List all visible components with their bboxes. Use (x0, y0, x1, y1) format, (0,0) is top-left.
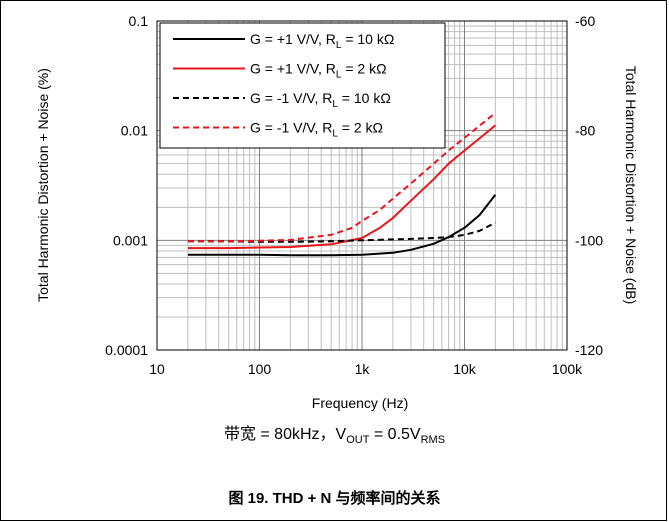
series-line-2 (187, 124, 497, 250)
legend-entry-4: G = -1 V/V, RL = 2 kΩ (250, 120, 383, 140)
y-tick-label-right: -60 (575, 13, 595, 29)
thd-noise-chart: G = +1 V/V, RL = 10 kΩ G = +1 V/V, RL = 2… (35, 13, 639, 411)
chart-caption: 带宽 = 80kHz，VOUT = 0.5VRMS (0, 420, 669, 446)
caption-mid: = 0.5V (369, 426, 421, 443)
x-axis-label: Frequency (Hz) (312, 395, 408, 411)
plot-area-border (156, 20, 568, 351)
legend-entry-3: G = -1 V/V, RL = 10 kΩ (250, 90, 391, 110)
y-axis-label-left: Total Harmonic Distortion + Noise (%) (35, 68, 51, 302)
series-group (187, 112, 497, 257)
x-tick-label: 10 (149, 361, 165, 377)
x-tick-label: 100k (552, 361, 583, 377)
y-tick-label-right: -80 (575, 123, 595, 139)
plot-border (156, 20, 568, 351)
legend: G = +1 V/V, RL = 10 kΩ G = +1 V/V, RL = 2… (159, 22, 446, 149)
x-tick-label: 10k (453, 361, 477, 377)
y-tick-label-left: 0.1 (129, 13, 149, 29)
y-axis-label-right: Total Harmonic Distortion + Noise (dB) (623, 66, 639, 304)
tick-labels: 10 100 1k 10k 100k 0.0001 0.001 0.01 0.1 -120 -100… (105, 13, 603, 377)
caption-prefix: 带宽 = 80kHz，V (223, 426, 347, 443)
y-tick-label-left: 0.001 (113, 232, 148, 248)
x-tick-label: 100 (248, 361, 272, 377)
y-tick-label-right: -100 (575, 232, 603, 248)
y-tick-label-left: 0.01 (121, 123, 148, 139)
caption-sub-out: OUT (346, 434, 370, 447)
y-tick-label-right: -120 (575, 342, 603, 358)
figure-title: 图 19. THD + N 与频率间的关系 (228, 490, 441, 507)
y-tick-label-left: 0.0001 (105, 342, 148, 358)
legend-entry-2: G = +1 V/V, RL = 2 kΩ (250, 61, 387, 81)
x-tick-label: 1k (355, 361, 371, 377)
legend-entry-1: G = +1 V/V, RL = 10 kΩ (250, 31, 394, 51)
series-line-1 (187, 194, 497, 257)
series-line-4 (187, 112, 497, 243)
caption-sub-rms: RMS (420, 434, 446, 447)
